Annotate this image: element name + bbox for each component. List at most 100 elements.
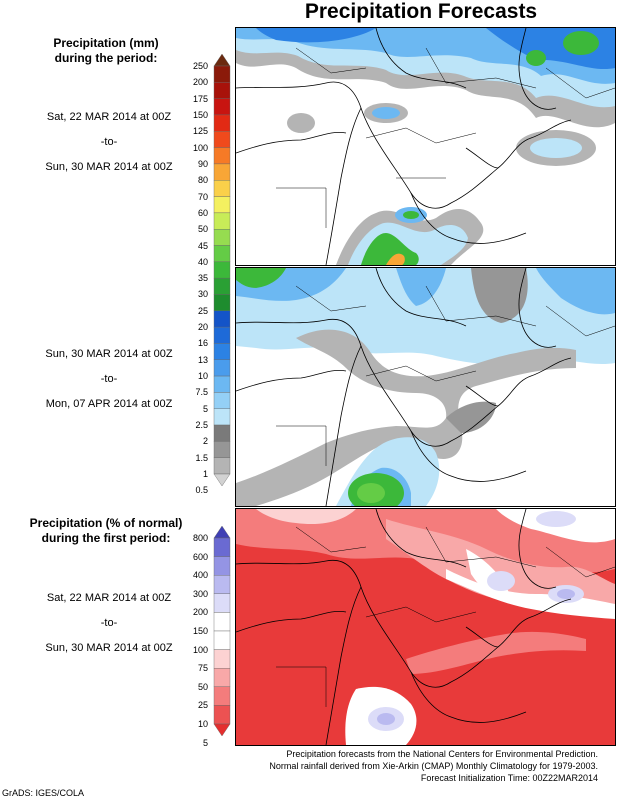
pct-scale-swatch	[213, 556, 231, 576]
mm-color-bar	[213, 54, 231, 486]
mm-scale-swatch	[213, 147, 231, 165]
mm-scale-tick-label: 2	[202, 436, 208, 447]
pct-scale-tick-label: 100	[192, 644, 208, 655]
mm-scale-swatch	[213, 473, 231, 486]
mm-scale-tick-label: 150	[192, 109, 208, 120]
pct-scale-tick-label: 25	[197, 700, 208, 711]
footer-line2: Normal rainfall derived from Xie-Arkin (…	[269, 761, 598, 771]
precip-heading-line1: Precipitation (mm)	[53, 36, 159, 50]
mm-scale-swatch	[213, 98, 231, 116]
mm-scale-swatch	[213, 228, 231, 246]
mm-scale-swatch	[213, 196, 231, 214]
mm-scale-tick-label: 45	[197, 240, 208, 251]
footer-line1: Precipitation forecasts from the Nationa…	[286, 749, 598, 759]
mm-scale-swatch	[213, 375, 231, 393]
mm-scale-swatch	[213, 65, 231, 83]
map-percent-normal	[235, 508, 616, 746]
pct-scale-tick-label: 150	[192, 626, 208, 636]
pct-scale-swatch	[213, 705, 231, 725]
mm-scale-tick-label: 7.5	[195, 387, 208, 398]
pct-scale-tick-label: 200	[192, 607, 208, 618]
mm-scale-swatch	[213, 180, 231, 197]
footer-line3: Forecast Initialization Time: 00Z22MAR20…	[420, 773, 598, 783]
period2-start: Sun, 30 MAR 2014 at 00Z	[45, 348, 173, 360]
mm-scale-tick-label: 35	[197, 273, 208, 284]
pct-scale-tick-label: 50	[197, 681, 208, 692]
pct-scale-tick-label: 10	[197, 719, 208, 729]
period1-end: Sun, 30 MAR 2014 at 00Z	[45, 161, 173, 173]
pct-scale-swatch	[213, 723, 231, 736]
mm-scale-tick-label: 40	[197, 256, 208, 267]
pct-scale-swatch	[213, 537, 231, 557]
map-precip-week2	[235, 267, 616, 507]
mm-scale-swatch	[213, 131, 231, 148]
mm-scale-tick-label: 16	[197, 338, 208, 349]
mm-scale-tick-label: 100	[192, 142, 208, 153]
period3-end: Sun, 30 MAR 2014 at 00Z	[45, 642, 173, 654]
mm-scale-swatch	[213, 392, 231, 409]
pct-scale-tick-label: 300	[192, 588, 208, 599]
mm-scale-tick-label: 1	[202, 469, 208, 479]
mm-scale-tick-label: 0.5	[195, 485, 208, 496]
pct-heading-line2: during the first period:	[41, 531, 171, 545]
pct-scale-swatch	[213, 593, 231, 613]
mm-scale-tick-label: 50	[197, 224, 208, 235]
pct-heading-line1: Precipitation (% of normal)	[29, 516, 183, 530]
pct-scale-swatch	[213, 667, 231, 687]
mm-scale-tick-label: 10	[197, 371, 208, 382]
precip-heading: Precipitation (mm) during the period:	[8, 36, 204, 66]
pct-heading: Precipitation (% of normal) during the f…	[8, 516, 204, 546]
mm-scale-tick-label: 5	[202, 403, 208, 414]
period3-label: Sat, 22 MAR 2014 at 00Z -to- Sun, 30 MAR…	[14, 592, 204, 667]
pct-scale-tick-label: 75	[197, 663, 208, 674]
mm-scale-swatch	[213, 294, 231, 311]
pct-scale-tick-label: 600	[192, 551, 208, 562]
footer-notes: Precipitation forecasts from the Nationa…	[236, 748, 598, 784]
period2-end: Mon, 07 APR 2014 at 00Z	[45, 398, 173, 410]
mm-scale-swatch	[213, 114, 231, 132]
pct-scale-tick-label: 400	[192, 570, 208, 581]
period2-sep: -to-	[100, 373, 118, 385]
pct-scale-tick-label: 5	[202, 737, 208, 748]
period2-label: Sun, 30 MAR 2014 at 00Z -to- Mon, 07 APR…	[14, 348, 204, 423]
mm-scale-swatch	[213, 82, 231, 99]
mm-scale-swatch	[213, 408, 231, 426]
mm-scale-swatch	[213, 424, 231, 442]
mm-scale-tick-label: 30	[197, 289, 208, 300]
mm-scale-tick-label: 70	[197, 191, 208, 202]
mm-scale-tick-label: 90	[197, 158, 208, 169]
mm-scale-swatch	[213, 441, 231, 458]
mm-scale-tick-label: 1.5	[195, 452, 208, 463]
mm-scale-swatch	[213, 245, 231, 263]
mm-scale-swatch	[213, 54, 231, 67]
mm-scale-swatch	[213, 343, 231, 360]
mm-scale-swatch	[213, 163, 231, 181]
mm-scale-tick-label: 2.5	[195, 420, 208, 431]
period1-label: Sat, 22 MAR 2014 at 00Z -to- Sun, 30 MAR…	[14, 111, 204, 186]
mm-scale-swatch	[213, 261, 231, 279]
mm-scale-swatch	[213, 359, 231, 377]
mm-scale-tick-label: 80	[197, 175, 208, 186]
pct-scale-tick-label: 800	[192, 533, 208, 543]
pct-scale-swatch	[213, 575, 231, 595]
mm-scale-tick-label: 175	[192, 93, 208, 104]
mm-scale-swatch	[213, 212, 231, 230]
mm-scale-tick-label: 20	[197, 322, 208, 333]
mm-scale-swatch	[213, 310, 231, 328]
credit: GrADS: IGES/COLA	[2, 788, 85, 798]
mm-scale-tick-label: 60	[197, 207, 208, 218]
mm-scale-tick-label: 13	[197, 354, 208, 365]
mm-scale-tick-label: 200	[192, 77, 208, 88]
pct-scale-swatch	[213, 526, 231, 539]
pct-scale-swatch	[213, 649, 231, 669]
mm-scale-swatch	[213, 326, 231, 344]
mm-scale-tick-label: 250	[192, 61, 208, 71]
mm-scale-swatch	[213, 277, 231, 295]
mm-scale-tick-label: 25	[197, 305, 208, 316]
pct-scale-swatch	[213, 686, 231, 706]
period3-sep: -to-	[100, 617, 118, 629]
mm-scale-swatch	[213, 457, 231, 475]
mm-scale-tick-label: 125	[192, 126, 208, 137]
map-precip-week1	[235, 27, 616, 266]
pct-color-bar	[213, 526, 231, 736]
